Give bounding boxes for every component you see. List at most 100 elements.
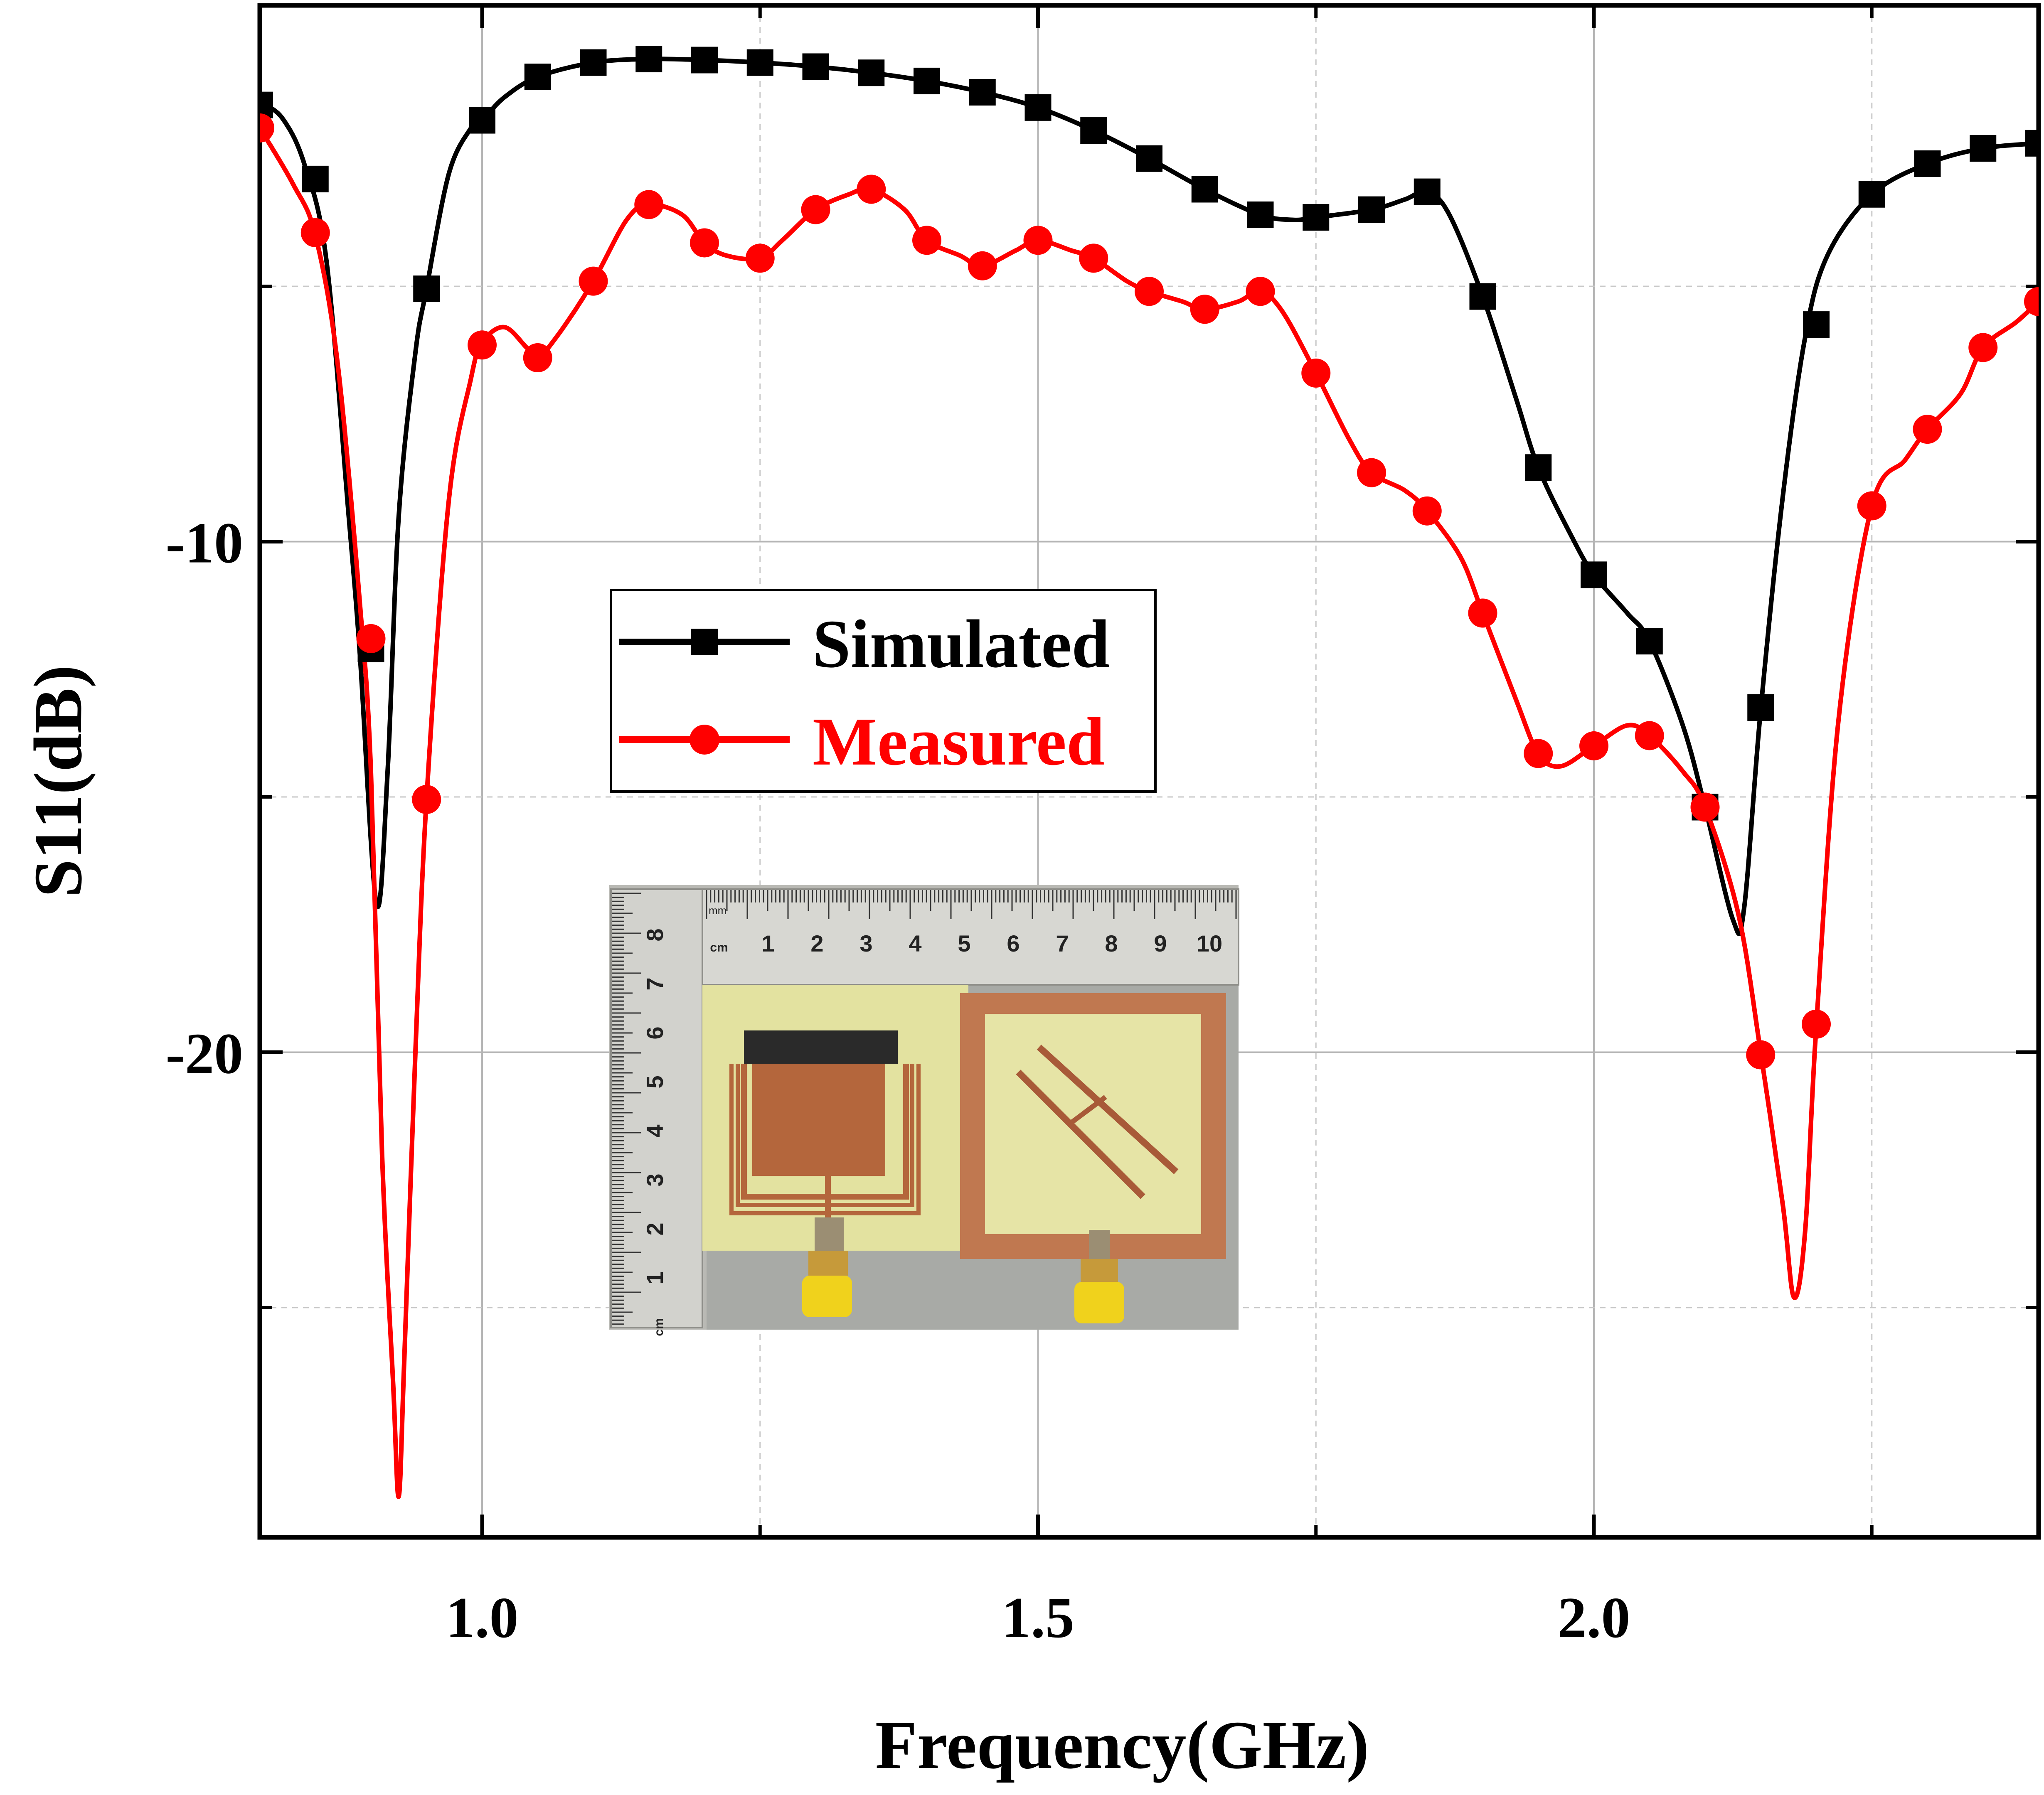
ruler-mm-label: mm <box>709 904 726 917</box>
x-tick-labels: 1.0 1.5 2.0 <box>446 1586 1630 1650</box>
simulated-marker-6 <box>580 49 607 76</box>
simulated-marker-31 <box>1970 135 1997 162</box>
ruler-top-label-6: 6 <box>1007 930 1020 957</box>
y-axis-title: S11(dB) <box>20 665 96 897</box>
ruler-top-label-3: 3 <box>859 930 872 957</box>
series-layer <box>260 46 2039 1499</box>
measured-marker-30 <box>1913 415 1942 444</box>
measured-marker-24 <box>1579 731 1608 761</box>
legend-measured-marker <box>690 725 719 755</box>
x-tick-label-0: 1.0 <box>446 1586 519 1650</box>
simulated-marker-22 <box>1469 283 1496 310</box>
measured-marker-18 <box>1246 277 1275 306</box>
measured-marker-28 <box>1802 1009 1831 1039</box>
x-tick-label-1: 1.5 <box>1002 1586 1074 1650</box>
antenna-board-left <box>702 985 968 1317</box>
simulated-marker-4 <box>469 107 495 134</box>
measured-marker-19 <box>1301 358 1331 388</box>
ruler-left-label-8: cm <box>652 1318 666 1336</box>
simulated-marker-9 <box>746 49 773 76</box>
antenna-board-right <box>960 993 1226 1323</box>
simulated-marker-13 <box>969 79 996 106</box>
simulated-marker-32 <box>2025 130 2039 157</box>
measured-marker-27 <box>1746 1040 1776 1070</box>
ruler-top-label-8: 8 <box>1105 930 1118 957</box>
measured-marker-14 <box>1023 226 1053 255</box>
measured-marker-10 <box>801 195 830 224</box>
ruler-top-label-10: 10 <box>1197 930 1222 957</box>
simulated-marker-16 <box>1136 145 1162 172</box>
simulated-marker-12 <box>914 67 940 94</box>
ruler-left-label-3: 5 <box>642 1075 668 1088</box>
legend-box <box>610 589 1157 793</box>
simulated-marker-30 <box>1914 150 1941 177</box>
ruler-top: mm cm 1 2 3 4 5 6 7 8 9 10 <box>702 888 1239 986</box>
simulated-marker-20 <box>1358 196 1385 223</box>
simulated-marker-10 <box>802 53 829 80</box>
measured-marker-21 <box>1412 496 1442 526</box>
legend-measured-label: Measured <box>813 703 1105 779</box>
measured-marker-15 <box>1079 243 1108 273</box>
ruler-left-label-2: 6 <box>642 1026 668 1039</box>
ruler-left: 8 7 6 5 4 3 2 1 cm <box>610 888 703 1336</box>
measured-marker-11 <box>857 175 886 204</box>
ruler-top-label-0: cm <box>710 941 728 954</box>
ruler-top-label-7: 7 <box>1056 930 1069 957</box>
legend-simulated-label: Simulated <box>813 606 1110 682</box>
simulated-marker-15 <box>1080 117 1107 144</box>
measured-marker-4 <box>468 330 497 360</box>
simulated-marker-17 <box>1191 176 1218 203</box>
ruler-left-label-4: 4 <box>642 1124 668 1137</box>
simulated-marker-18 <box>1247 201 1274 228</box>
ruler-top-label-1: 1 <box>761 930 774 957</box>
simulated-marker-3 <box>413 275 440 302</box>
antenna-photo: mm cm 1 2 3 4 5 6 7 8 9 10 8 7 6 5 4 3 2 1 cm <box>609 885 1239 1336</box>
measured-marker-22 <box>1468 598 1497 628</box>
measured-marker-6 <box>579 266 608 296</box>
measured-marker-31 <box>1968 333 1998 362</box>
measured-marker-5 <box>523 343 552 373</box>
simulated-marker-21 <box>1414 178 1441 205</box>
simulated-marker-1 <box>302 165 329 192</box>
ruler-top-label-4: 4 <box>909 930 921 957</box>
simulated-marker-8 <box>691 47 718 74</box>
simulated-marker-11 <box>858 59 885 86</box>
measured-marker-29 <box>1857 491 1886 521</box>
measured-marker-9 <box>745 243 775 273</box>
simulated-marker-24 <box>1581 561 1607 588</box>
measured-marker-25 <box>1635 721 1664 750</box>
ruler-top-label-5: 5 <box>958 930 970 957</box>
measured-marker-13 <box>968 251 997 280</box>
simulated-marker-7 <box>635 46 662 73</box>
simulated-marker-25 <box>1636 628 1663 655</box>
x-axis-title: Frequency(GHz) <box>875 1707 1369 1783</box>
measured-marker-2 <box>356 624 386 653</box>
simulated-marker-23 <box>1525 454 1552 481</box>
simulated-marker-29 <box>1858 181 1885 208</box>
axis-ticks <box>260 5 2039 1537</box>
simulated-marker-28 <box>1803 311 1830 338</box>
ruler-left-label-1: 7 <box>642 977 668 990</box>
measured-marker-17 <box>1190 295 1219 324</box>
y-tick-label-1: -20 <box>165 1021 243 1086</box>
y-tick-label-0: -10 <box>165 511 243 575</box>
measured-marker-26 <box>1690 792 1720 822</box>
ruler-left-label-7: 1 <box>642 1271 668 1284</box>
measured-marker-1 <box>300 218 330 247</box>
measured-marker-16 <box>1135 277 1164 306</box>
simulated-marker-27 <box>1747 694 1774 721</box>
measured-marker-32 <box>2024 287 2039 316</box>
ruler-top-label-2: 2 <box>810 930 823 957</box>
plot-frame <box>257 3 2041 1540</box>
simulated-marker-5 <box>524 64 551 91</box>
measured-marker-20 <box>1357 458 1386 487</box>
y-tick-labels: -10 -20 <box>165 511 243 1086</box>
measured-marker-0 <box>260 113 274 143</box>
simulated-marker-14 <box>1024 94 1052 121</box>
legend: Simulated Measured <box>610 589 1157 793</box>
measured-marker-8 <box>690 228 719 258</box>
ruler-left-label-5: 3 <box>642 1173 668 1186</box>
ruler-left-label-0: 8 <box>642 928 668 941</box>
measured-marker-3 <box>412 785 441 814</box>
